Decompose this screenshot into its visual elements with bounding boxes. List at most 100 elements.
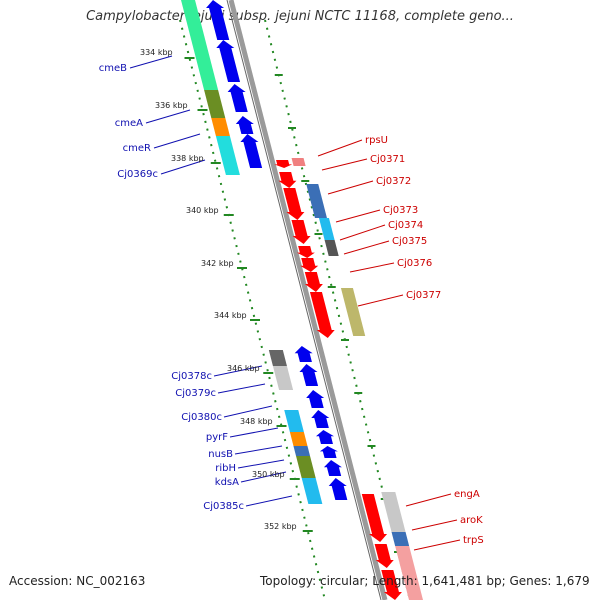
cds-reverse	[294, 346, 313, 362]
leader-line	[245, 495, 293, 507]
leader-line	[145, 109, 191, 124]
leader-line	[411, 519, 458, 531]
ruler-label: 352 kbp	[264, 522, 297, 531]
gene-label-Cj0376[interactable]: Cj0376	[397, 258, 432, 269]
class-band	[215, 136, 240, 175]
class-band	[301, 478, 323, 504]
class-band	[391, 532, 410, 546]
cds-reverse	[306, 390, 325, 408]
leader-line	[153, 133, 201, 149]
cds-reverse	[311, 410, 330, 428]
cds-reverse	[216, 40, 241, 82]
cds-reverse	[240, 134, 263, 168]
leader-line	[237, 459, 285, 469]
gene-label-cmeA[interactable]: cmeA	[115, 118, 143, 129]
leader-line	[129, 55, 173, 69]
gene-label-Cj0374[interactable]: Cj0374	[388, 220, 423, 231]
ruler-label: 334 kbp	[140, 48, 173, 57]
leader-line	[321, 158, 368, 171]
class-band	[381, 492, 406, 532]
cds-reverse	[235, 116, 254, 134]
class-band	[395, 546, 423, 600]
leader-line	[349, 262, 395, 273]
cds-forward	[381, 570, 402, 600]
leader-line	[327, 180, 374, 195]
class-band	[211, 118, 230, 136]
gene-label-Cj0378c[interactable]: Cj0378c	[171, 371, 212, 382]
class-band	[293, 446, 311, 456]
leader-line	[240, 471, 287, 483]
cds-forward	[361, 494, 388, 542]
accession: Accession: NC_002163	[9, 574, 146, 588]
class-band	[306, 184, 327, 218]
cds-forward	[278, 172, 297, 188]
leader-line	[343, 240, 390, 255]
gene-label-Cj0377[interactable]: Cj0377	[406, 290, 441, 301]
class-band	[268, 350, 287, 366]
gene-label-Cj0375[interactable]: Cj0375	[392, 236, 427, 247]
backbone	[226, 0, 388, 600]
leader-line	[357, 294, 404, 307]
gene-label-pyrF[interactable]: pyrF	[206, 432, 228, 443]
leader-line	[213, 365, 263, 377]
gene-label-kdsA[interactable]: kdsA	[215, 477, 239, 488]
class-band	[181, 0, 219, 90]
gene-label-Cj0371[interactable]: Cj0371	[370, 154, 405, 165]
leader-line	[217, 383, 266, 394]
cds-forward	[300, 258, 319, 272]
cds-reverse	[328, 478, 348, 500]
gene-label-aroK[interactable]: aroK	[460, 515, 483, 526]
leader-line	[160, 159, 206, 175]
gene-label-Cj0385c[interactable]: Cj0385c	[203, 501, 244, 512]
gene-label-nusB[interactable]: nusB	[208, 449, 233, 460]
leader-line	[413, 539, 461, 551]
gene-label-rpsU[interactable]: rpsU	[365, 135, 388, 146]
class-band	[318, 218, 335, 240]
class-band	[289, 432, 308, 446]
ruler-label: 348 kbp	[240, 417, 273, 426]
gene-label-Cj0372[interactable]: Cj0372	[376, 176, 411, 187]
ruler-label: 342 kbp	[201, 259, 234, 268]
cds-reverse	[227, 84, 248, 112]
class-band	[324, 240, 339, 256]
leader-line	[229, 427, 279, 438]
cds-forward	[309, 292, 335, 338]
reverse-gene-labels: cmeB cmeA cmeR Cj0369c Cj0378c Cj0379c C…	[99, 63, 244, 512]
class-band	[284, 410, 304, 432]
class-band	[296, 456, 316, 478]
gene-label-cmeR[interactable]: cmeR	[123, 143, 151, 154]
gene-features	[181, 0, 423, 600]
leader-line	[405, 493, 452, 507]
label-leaders	[129, 55, 461, 551]
cds-reverse	[206, 0, 230, 40]
cds-reverse	[319, 446, 338, 458]
ruler-label: 346 kbp	[227, 364, 260, 373]
gene-label-Cj0373[interactable]: Cj0373	[383, 205, 418, 216]
cds-forward	[374, 544, 394, 568]
leader-line	[234, 445, 283, 455]
ruler-label: 340 kbp	[186, 206, 219, 215]
gene-label-cmeB[interactable]: cmeB	[99, 63, 127, 74]
gene-label-ribH[interactable]: ribH	[215, 463, 236, 474]
class-band	[291, 158, 306, 166]
leader-line	[317, 139, 363, 157]
leader-line	[339, 224, 386, 241]
gene-label-Cj0380c[interactable]: Cj0380c	[181, 412, 222, 423]
class-band	[272, 366, 294, 390]
ruler-label: 350 kbp	[252, 470, 285, 479]
gene-label-Cj0369c[interactable]: Cj0369c	[117, 169, 158, 180]
ruler-ticks	[184, 57, 402, 553]
gene-label-engA[interactable]: engA	[454, 489, 480, 500]
gene-label-Cj0379c[interactable]: Cj0379c	[175, 388, 216, 399]
genome-stats: Topology: circular; Length: 1,641,481 bp…	[260, 574, 590, 588]
forward-gene-labels: rpsU Cj0371 Cj0372 Cj0373 Cj0374 Cj0375 …	[365, 135, 484, 546]
cds-forward	[283, 188, 305, 220]
leader-line	[223, 405, 273, 418]
cds-forward	[291, 220, 311, 244]
cds-forward	[274, 160, 293, 168]
gene-label-trpS[interactable]: trpS	[463, 535, 484, 546]
cds-forward	[296, 246, 315, 258]
cds-reverse	[323, 460, 342, 476]
ruler-labels: 334 kbp 336 kbp 338 kbp 340 kbp 342 kbp …	[140, 48, 297, 531]
